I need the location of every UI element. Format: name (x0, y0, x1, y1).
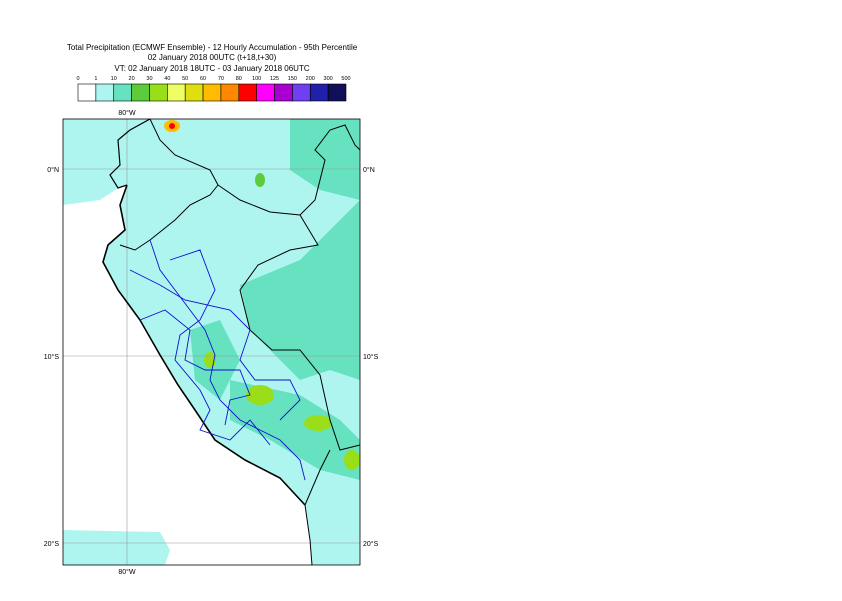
legend-label: 60 (200, 76, 206, 82)
legend-label: 300 (324, 76, 333, 82)
border (119, 119, 219, 251)
map-frame (62, 118, 361, 566)
title: Total Precipitation (ECMWF Ensemble) - 1… (67, 43, 358, 73)
coastline (109, 119, 151, 189)
map (63, 119, 360, 565)
legend-label: 0 (76, 76, 79, 82)
legend-swatch (327, 83, 347, 102)
legend-label: 20 (129, 76, 135, 82)
admin-border (149, 239, 306, 481)
precip-area (304, 415, 332, 431)
legend-swatch (220, 83, 240, 102)
legend-swatch (274, 83, 293, 102)
precip-area (169, 123, 175, 129)
legend-swatch (256, 83, 275, 102)
legend-label: 80 (236, 76, 242, 82)
legend-label: 100 (252, 76, 261, 82)
ocean-precip (63, 119, 150, 160)
legend-swatch (292, 83, 311, 102)
legend-swatch (149, 83, 168, 102)
map-labels: 80°W 80°W 0°N 10°S 20°S 0°N 10°S 20°S (44, 109, 379, 576)
lon-label: 80°W (118, 109, 136, 117)
legend-label: 50 (182, 76, 188, 82)
legend-swatch (238, 83, 257, 102)
admin-border (129, 269, 301, 421)
legend-swatch (95, 83, 115, 102)
coastline (102, 184, 306, 506)
lat-label: 10°S (363, 353, 379, 361)
admin-border (139, 309, 251, 426)
precip-area (344, 450, 360, 470)
legend-swatch (131, 83, 150, 102)
lat-label: 20°S (44, 540, 60, 548)
precip-area (240, 200, 360, 380)
legend-label: 70 (218, 76, 224, 82)
lon-label: 80°W (118, 568, 136, 576)
legend-label: 40 (164, 76, 170, 82)
legend-label: 1 (94, 76, 97, 82)
lat-label: 20°S (363, 540, 379, 548)
legend-label: 30 (146, 76, 152, 82)
title-line: Total Precipitation (ECMWF Ensemble) - 1… (67, 43, 358, 52)
legend-label: 150 (288, 76, 297, 82)
admin-border (169, 249, 271, 446)
ocean (63, 185, 312, 565)
lat-label: 0°N (363, 166, 375, 174)
legend-swatch (113, 83, 132, 102)
legend-swatch (309, 83, 329, 102)
ocean-precip (63, 530, 170, 565)
lat-label: 0°N (47, 166, 59, 174)
legend-swatch (167, 83, 186, 102)
border (217, 184, 360, 451)
legend-swatch (184, 83, 204, 102)
precip-area (255, 173, 265, 187)
lat-label: 10°S (44, 353, 60, 361)
title-line: VT: 02 January 2018 18UTC - 03 January 2… (114, 64, 309, 73)
legend-swatch (202, 83, 222, 102)
precip-area (246, 385, 274, 405)
legend-label: 200 (306, 76, 315, 82)
legend-label: 500 (341, 76, 350, 82)
title-line: 02 January 2018 00UTC (t+18,t+30) (148, 53, 277, 62)
border (299, 124, 360, 216)
legend-swatch (77, 83, 97, 102)
legend: 0 1 10 20 30 40 50 60 70 80 100 125 150 200 300 500 (76, 76, 351, 102)
legend-label: 10 (111, 76, 117, 82)
legend-label: 125 (270, 76, 279, 82)
